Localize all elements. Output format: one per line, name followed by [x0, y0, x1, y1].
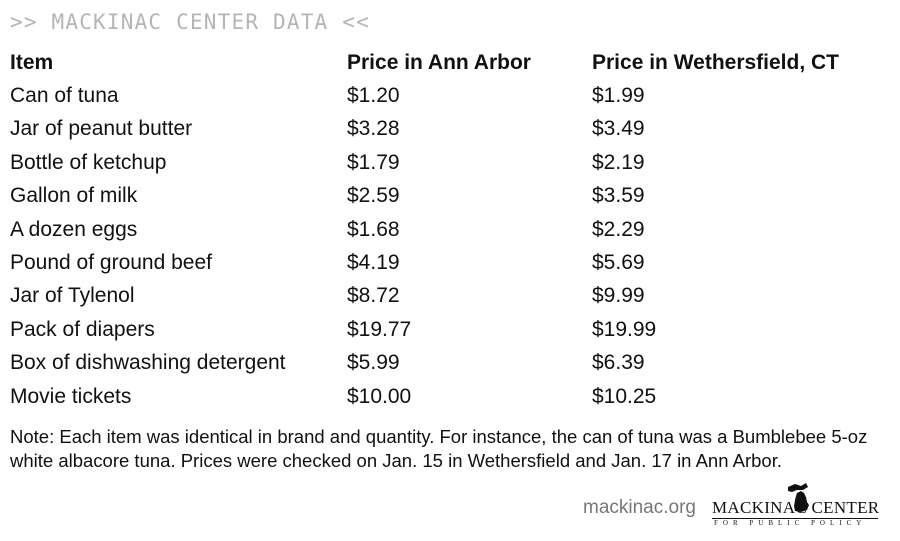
cell-item: Pack of diapers — [10, 317, 155, 341]
table-row: Jar of Tylenol $8.72 $9.99 — [10, 280, 882, 313]
cell-item: Jar of peanut butter — [10, 117, 193, 141]
cell-price-wethersfield: $19.99 — [592, 317, 657, 341]
footnote: Note: Each item was identical in brand a… — [10, 426, 868, 471]
table-row: Pound of ground beef $4.19 $5.69 — [10, 246, 882, 279]
table-row: Bottle of ketchup $1.79 $2.19 — [10, 146, 882, 179]
cell-item: Jar of Tylenol — [10, 284, 135, 308]
cell-item: Box of dishwashing detergent — [10, 351, 286, 375]
cell-price-ann-arbor: $2.59 — [347, 184, 400, 208]
mackinac-logo: MACKINAC CENTER FOR PUBLIC POLICY — [712, 483, 882, 527]
table-row: Movie tickets $10.00 $10.25 — [10, 380, 882, 413]
column-header-ann-arbor: Price in Ann Arbor — [347, 50, 531, 74]
cell-price-wethersfield: $9.99 — [592, 284, 645, 308]
cell-price-wethersfield: $10.25 — [592, 384, 657, 408]
cell-item: Gallon of milk — [10, 184, 138, 208]
cell-price-ann-arbor: $1.68 — [347, 217, 400, 241]
header-tag: >> MACKINAC CENTER DATA << — [10, 10, 370, 34]
michigan-map-icon — [788, 483, 809, 512]
cell-price-ann-arbor: $1.79 — [347, 150, 400, 174]
cell-price-ann-arbor: $1.20 — [347, 84, 400, 108]
cell-price-ann-arbor: $5.99 — [347, 351, 400, 375]
cell-item: Pound of ground beef — [10, 251, 213, 275]
cell-price-wethersfield: $1.99 — [592, 84, 645, 108]
cell-price-wethersfield: $6.39 — [592, 351, 645, 375]
site-link[interactable]: mackinac.org — [583, 497, 696, 518]
cell-price-wethersfield: $3.59 — [592, 184, 645, 208]
table-row: Box of dishwashing detergent $5.99 $6.39 — [10, 347, 882, 380]
cell-item: Movie tickets — [10, 384, 132, 408]
cell-price-ann-arbor: $3.28 — [347, 117, 400, 141]
cell-price-ann-arbor: $10.00 — [347, 384, 412, 408]
table-header-row: Item Price in Ann Arbor Price in Wethers… — [10, 46, 882, 79]
cell-price-wethersfield: $2.29 — [592, 217, 645, 241]
cell-item: Bottle of ketchup — [10, 150, 167, 174]
cell-price-wethersfield: $5.69 — [592, 251, 645, 275]
table-header: Item Price in Ann Arbor Price in Wethers… — [10, 46, 882, 79]
cell-price-wethersfield: $2.19 — [592, 150, 645, 174]
cell-price-ann-arbor: $4.19 — [347, 251, 400, 275]
table-row: Jar of peanut butter $3.28 $3.49 — [10, 113, 882, 146]
logo-wordmark: MACKINAC CENTER — [712, 498, 880, 517]
table-body: Can of tuna $1.20 $1.99 Jar of peanut butte… — [10, 79, 882, 413]
logo-rule — [712, 518, 878, 519]
price-table: Item Price in Ann Arbor Price in Wethers… — [10, 46, 882, 413]
table-row: Pack of diapers $19.77 $19.99 — [10, 313, 882, 346]
cell-item: Can of tuna — [10, 84, 119, 108]
cell-price-ann-arbor: $8.72 — [347, 284, 400, 308]
table-row: Can of tuna $1.20 $1.99 — [10, 79, 882, 112]
logo-subtitle: FOR PUBLIC POLICY — [714, 519, 867, 527]
table-row: A dozen eggs $1.68 $2.29 — [10, 213, 882, 246]
cell-price-ann-arbor: $19.77 — [347, 317, 412, 341]
column-header-item: Item — [10, 50, 54, 74]
column-header-wethersfield: Price in Wethersfield, CT — [592, 50, 840, 74]
table-row: Gallon of milk $2.59 $3.59 — [10, 180, 882, 213]
cell-price-wethersfield: $3.49 — [592, 117, 645, 141]
cell-item: A dozen eggs — [10, 217, 138, 241]
